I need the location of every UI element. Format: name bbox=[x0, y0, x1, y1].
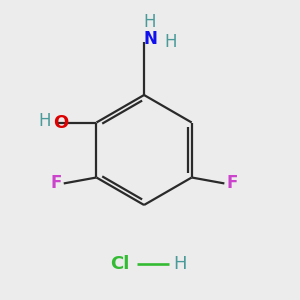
Text: H: H bbox=[173, 255, 187, 273]
Text: F: F bbox=[226, 174, 238, 192]
Text: O: O bbox=[53, 113, 68, 131]
Text: N: N bbox=[143, 29, 157, 47]
Text: F: F bbox=[51, 174, 62, 192]
Text: H: H bbox=[38, 112, 51, 130]
Text: H: H bbox=[165, 32, 177, 50]
Text: Cl: Cl bbox=[111, 255, 130, 273]
Text: H: H bbox=[144, 13, 156, 31]
